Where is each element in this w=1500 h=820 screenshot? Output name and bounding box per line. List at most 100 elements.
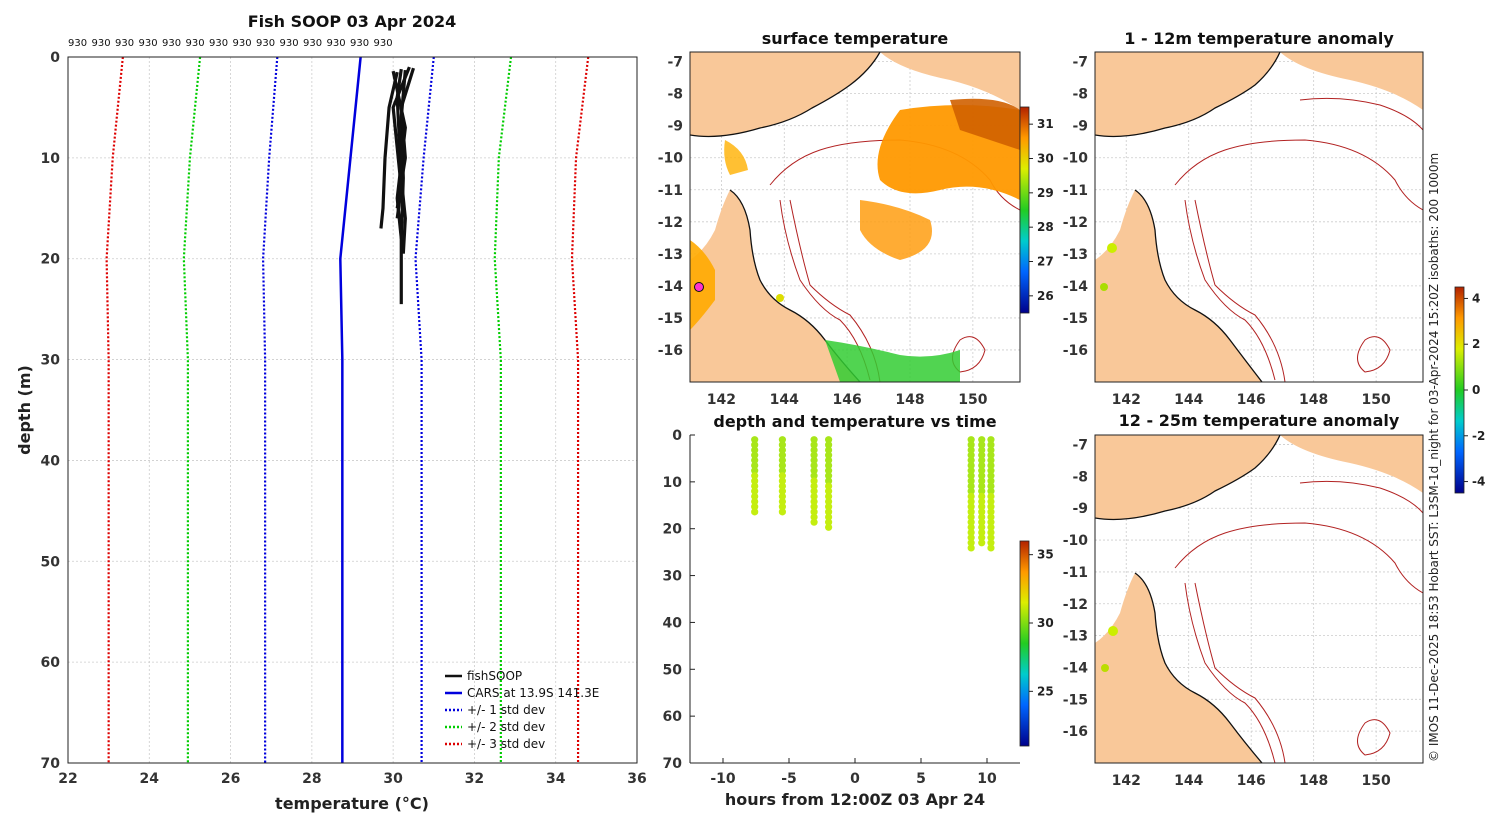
profile-xlabel: temperature (°C) [275,794,429,813]
time-cast-point [987,467,995,475]
map-xtick: 146 [833,392,862,408]
time-cast-point [987,461,995,470]
cast-id-label: 930 [327,38,346,49]
time-cast-point [751,508,759,516]
map-sst-cast-marker [694,282,704,292]
profile-ytick: 10 [41,151,61,167]
map-xtick: 144 [1174,392,1203,408]
profile-line--2-std [493,56,513,763]
profile-grid [67,56,638,764]
time-cast-point [967,497,975,506]
map-ytick: -10 [1063,533,1089,549]
time-cast-point [778,436,787,444]
time-ytick: 10 [663,475,683,491]
time-cast-point [751,492,759,500]
map-ytick: -15 [1063,692,1088,708]
time-cast-point [825,523,833,531]
time-cast-point [810,518,818,526]
fishsoop-profile-line [379,71,399,229]
map-ytick: -14 [1063,660,1089,676]
time-cast-point [978,503,986,511]
cast-id-label: 930 [233,38,252,49]
time-cast-point [810,441,818,449]
map-ytick: -8 [1072,469,1088,485]
time-cast-point [825,446,833,454]
cast-id-labels: 930 930 930 930 930 930 930 930 930 930 930 930 930 9… [68,38,393,49]
map-ytick: -15 [1063,311,1088,327]
profile-ytick: 20 [41,252,61,268]
time-cast-point [751,436,759,444]
time-cast-point [778,492,787,500]
time-cast-point [778,446,787,454]
time-cast-point [825,482,833,490]
map-anom2-title: 12 - 25m temperature anomaly [1119,411,1400,430]
time-ytick: 60 [663,709,683,725]
legend-std3: +/- 3 std dev [467,737,545,751]
anomaly-colorbar [1454,286,1465,494]
time-cast-point [751,503,759,511]
time-cast-point [751,472,759,480]
fishsoop-profile-line [395,67,415,209]
legend-fishsoop: fishSOOP [467,669,522,683]
time-xtick: 10 [977,771,997,787]
time-cast-point [778,497,787,506]
colorbar-tick: 26 [1037,289,1054,303]
time-cast-point [810,456,818,464]
time-cast-point [810,436,818,444]
time-cast-point [987,528,995,537]
time-cast-point [751,487,759,495]
profile-line--1-std [414,56,435,763]
colorbar-tick: -2 [1472,429,1485,443]
profile-series [105,56,590,763]
time-cast-point [751,497,759,506]
profile-line--2-std [182,56,202,763]
time-cast-point [778,508,787,516]
cast-id-label: 930 [350,38,369,49]
map-xtick: 142 [1112,773,1141,789]
time-cast-point [987,482,995,490]
profile-ytick: 50 [41,554,61,570]
map-xtick: 144 [770,392,799,408]
time-cast-point [825,456,833,464]
profile-ytick: 60 [41,655,61,671]
time-cast-point [778,472,787,480]
time-cast-point [967,436,975,444]
time-cast-point [810,503,818,511]
time-cast-point [810,492,818,500]
map-anom1-cast-marker [1107,243,1117,253]
time-ytick: 70 [663,756,683,772]
time-cast-point [987,472,995,480]
profile-xtick: 32 [465,771,484,787]
time-cast-point [825,508,833,516]
time-xtick: -10 [710,771,736,787]
profile-ylabel: depth (m) [15,365,34,455]
time-cast-point [825,503,833,511]
time-cast-point [978,492,986,500]
time-cast-point [967,534,975,542]
cast-id-label: 930 [374,38,393,49]
map-ytick: -11 [658,183,683,199]
time-cast-point [810,446,818,454]
cast-id-label: 930 [68,38,87,49]
time-title: depth and temperature vs time [713,412,996,431]
profile-ytick: 0 [50,50,60,66]
map-ytick: -7 [1072,55,1088,71]
time-cast-point [825,497,833,506]
time-cast-point [978,456,986,464]
time-cast-point [778,467,787,475]
map-ytick: -11 [1063,565,1088,581]
profile-line-cars-at-13-9s-141-3e [339,56,362,763]
map-ytick: -16 [1063,724,1088,740]
map-anom1-land-png [1095,52,1423,110]
time-cast-point [751,477,759,485]
time-cast-point [810,477,818,485]
profile-xtick: 28 [302,771,321,787]
map-anom2-cast-marker [1108,626,1118,636]
map-ytick: -12 [1063,215,1088,231]
map-sst-land-north [690,52,880,137]
map-surface-temperature: surface temperature 142 144 1 [658,29,1054,408]
time-cast-point [967,456,975,464]
time-cast-point [825,451,833,459]
time-cast-point [751,441,759,449]
time-cast-point [810,467,818,475]
